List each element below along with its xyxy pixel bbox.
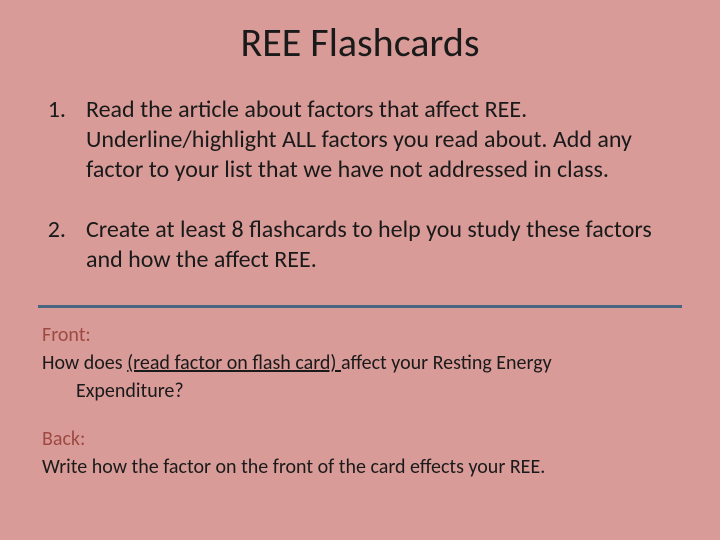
list-text: Create at least 8 flashcards to help you…: [86, 215, 690, 275]
divider: [38, 305, 682, 308]
front-line1: How does (read factor on flash card) aff…: [42, 350, 678, 376]
list-number: 2.: [30, 215, 86, 275]
front-fill-blank: (read factor on flash card): [127, 351, 341, 375]
instruction-list: 1. Read the article about factors that a…: [30, 95, 690, 275]
front-label: Front:: [42, 322, 678, 348]
example-section: Front: How does (read factor on flash ca…: [30, 322, 690, 480]
front-line2: Expenditure?: [42, 378, 678, 404]
list-item: 2. Create at least 8 flashcards to help …: [30, 215, 690, 275]
slide: REE Flashcards 1. Read the article about…: [0, 0, 720, 540]
front-pre: How does: [42, 351, 127, 375]
back-block: Back: Write how the factor on the front …: [42, 426, 678, 480]
front-post: affect your Resting Energy: [341, 351, 552, 375]
list-item: 1. Read the article about factors that a…: [30, 95, 690, 185]
page-title: REE Flashcards: [30, 18, 690, 67]
front-block: Front: How does (read factor on flash ca…: [42, 322, 678, 404]
list-number: 1.: [30, 95, 86, 185]
back-text: Write how the factor on the front of the…: [42, 454, 678, 480]
back-label: Back:: [42, 426, 678, 452]
list-text: Read the article about factors that affe…: [86, 95, 690, 185]
